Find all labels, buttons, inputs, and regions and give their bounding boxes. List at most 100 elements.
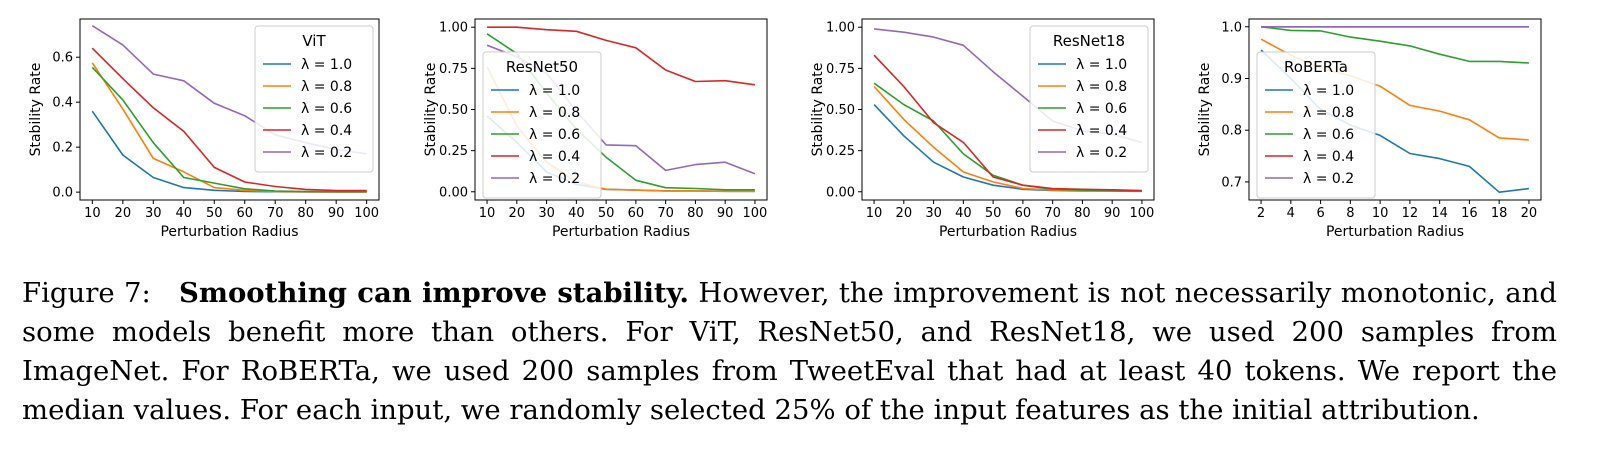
legend-label: λ = 0.8 (529, 105, 580, 121)
y-axis-label: Stability Rate (810, 63, 826, 157)
legend-label: λ = 0.2 (529, 171, 580, 187)
x-tick-label: 90 (328, 206, 345, 221)
x-tick-label: 50 (598, 206, 615, 221)
legend: ResNet50 λ = 1.0 λ = 0.8 λ = 0.6 λ = 0.4 λ = … (482, 51, 602, 199)
plot-frame (1248, 18, 1542, 201)
legend-box (1029, 25, 1149, 173)
y-tick-label: 1.00 (826, 21, 855, 36)
y-tick-label: 0.50 (826, 103, 855, 118)
legend-label: λ = 0.8 (1303, 105, 1354, 121)
y-tick-label: 0.2 (52, 141, 73, 156)
legend-title: ResNet18 (1053, 32, 1125, 50)
x-tick-label: 40 (955, 206, 972, 221)
series-line (487, 26, 756, 86)
legend-label: λ = 0.8 (1076, 79, 1127, 95)
series-line (91, 66, 367, 193)
x-tick-label: 10 (866, 206, 883, 221)
x-tick-label: 30 (538, 206, 555, 221)
x-tick-label: 70 (1044, 206, 1061, 221)
y-tick-label: 0.00 (826, 185, 855, 200)
y-tick-label: 0.6 (52, 51, 73, 66)
x-tick-label: 50 (985, 206, 1002, 221)
y-tick-label: 0.00 (439, 185, 468, 200)
figure-caption: Figure 7: Smoothing can improve stabilit… (22, 274, 1557, 430)
x-tick-label: 80 (297, 206, 314, 221)
caption-bold-title: Smoothing can improve stability. (178, 277, 689, 309)
legend-label: λ = 0.4 (1303, 149, 1354, 165)
x-tick-label: 10 (479, 206, 496, 221)
legend-title: ResNet50 (506, 58, 578, 76)
y-tick-label: 0.25 (826, 144, 855, 159)
legend: ViT λ = 1.0 λ = 0.8 λ = 0.6 λ = 0.4 λ = 0.2 (254, 25, 374, 173)
x-axis-label: Perturbation Radius (552, 224, 690, 240)
y-tick-label: 0.75 (826, 62, 855, 77)
x-tick-label: 90 (1104, 206, 1121, 221)
legend-label: λ = 1.0 (1076, 57, 1127, 73)
y-tick-label: 0.7 (1221, 175, 1242, 190)
x-tick-label: 30 (145, 206, 162, 221)
x-tick-label: 100 (354, 206, 379, 221)
legend: ResNet18 λ = 1.0 λ = 0.8 λ = 0.6 λ = 0.4 λ = … (1029, 25, 1149, 173)
legend-label: λ = 0.8 (301, 79, 352, 95)
legend-label: λ = 0.4 (301, 123, 352, 139)
x-tick-label: 80 (687, 206, 704, 221)
legend-box (482, 51, 602, 199)
chart-panel-4: 2 4 6 8 10 12 14 16 18 20 0.7 0.8 0.9 1.0 Perturbation… (1197, 18, 1542, 240)
legend-label: λ = 0.6 (301, 101, 352, 117)
x-tick-label: 10 (1372, 206, 1389, 221)
y-axis-label: Stability Rate (28, 63, 44, 157)
y-tick-label: 0.75 (439, 62, 468, 77)
x-tick-label: 20 (896, 206, 913, 221)
x-tick-label: 80 (1074, 206, 1091, 221)
x-tick-label: 20 (115, 206, 132, 221)
legend-box (1256, 51, 1376, 199)
legend-title: ViT (302, 32, 326, 50)
x-tick-label: 2 (1257, 206, 1265, 221)
y-axis-label: Stability Rate (1197, 63, 1213, 157)
x-axis-label: Perturbation Radius (1326, 224, 1464, 240)
x-tick-label: 100 (743, 206, 768, 221)
x-tick-label: 30 (925, 206, 942, 221)
series-line (1261, 26, 1529, 64)
y-tick-label: 0.9 (1221, 72, 1242, 87)
caption-label: Figure 7: (22, 277, 151, 309)
legend-title: RoBERTa (1284, 58, 1348, 76)
y-tick-label: 0.25 (439, 144, 468, 159)
legend: RoBERTa λ = 1.0 λ = 0.8 λ = 0.6 λ = 0.4 λ = 0… (1256, 51, 1376, 199)
x-tick-label: 60 (1015, 206, 1032, 221)
y-tick-label: 0.50 (439, 103, 468, 118)
x-tick-label: 90 (717, 206, 734, 221)
x-tick-label: 8 (1346, 206, 1354, 221)
x-tick-label: 70 (267, 206, 284, 221)
legend-label: λ = 0.4 (529, 149, 580, 165)
legend-label: λ = 0.6 (1076, 101, 1127, 117)
chart-panel-1: 10 20 30 40 50 60 70 80 90 100 0.0 0.2 0.4 0.6 Perturb… (28, 18, 380, 240)
y-tick-label: 0.4 (52, 96, 73, 111)
x-tick-label: 18 (1491, 206, 1508, 221)
x-axis-label: Perturbation Radius (160, 224, 298, 240)
x-tick-label: 40 (176, 206, 193, 221)
legend-label: λ = 1.0 (1303, 83, 1354, 99)
y-tick-label: 1.00 (439, 21, 468, 36)
x-tick-label: 70 (657, 206, 674, 221)
y-axis-label: Stability Rate (423, 63, 439, 157)
y-tick-label: 0.0 (52, 186, 73, 201)
x-axis-label: Perturbation Radius (939, 224, 1077, 240)
legend-label: λ = 0.2 (1303, 171, 1354, 187)
x-tick-label: 60 (236, 206, 253, 221)
y-tick-label: 1.0 (1221, 20, 1242, 35)
caption-text: However, the improvement is not necessar… (22, 277, 1557, 426)
x-tick-label: 60 (628, 206, 645, 221)
x-tick-label: 12 (1402, 206, 1419, 221)
y-tick-label: 0.8 (1221, 124, 1242, 139)
x-tick-label: 6 (1316, 206, 1324, 221)
plot-frame (79, 18, 380, 201)
legend-label: λ = 0.4 (1076, 123, 1127, 139)
figure-charts: 10 20 30 40 50 60 70 80 90 100 0.0 0.2 0.4 0.6 Perturb… (28, 18, 1542, 240)
legend-label: λ = 0.2 (301, 145, 352, 161)
x-tick-label: 16 (1461, 206, 1478, 221)
x-tick-label: 4 (1287, 206, 1295, 221)
legend-label: λ = 1.0 (529, 83, 580, 99)
legend-label: λ = 0.6 (1303, 127, 1354, 143)
legend-label: λ = 0.6 (529, 127, 580, 143)
